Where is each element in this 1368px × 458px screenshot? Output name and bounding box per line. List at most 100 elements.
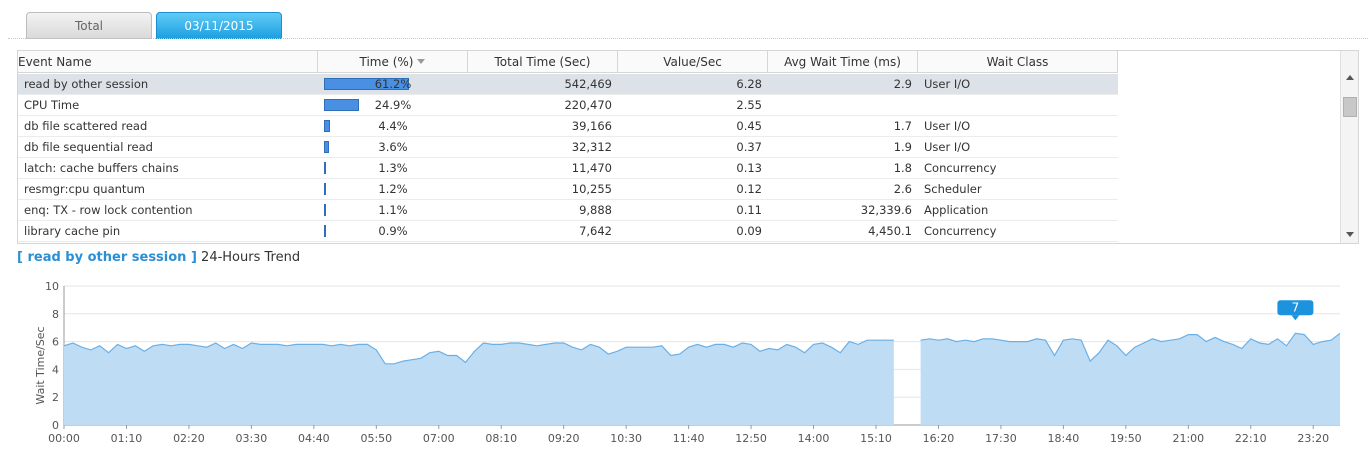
cell-wait-class: User I/O	[924, 140, 971, 154]
cell-total-time: 39,166	[571, 119, 612, 133]
sort-desc-icon	[417, 59, 426, 64]
cell-total-time: 10,255	[571, 182, 612, 196]
cell-avg-wait: 1.7	[893, 119, 912, 133]
header-avg-wait[interactable]: Avg Wait Time (ms)	[768, 51, 918, 73]
cell-avg-wait: 32,339.6	[860, 203, 912, 217]
cell-event-name: CPU Time	[24, 98, 80, 112]
scroll-up-icon[interactable]	[1346, 75, 1354, 80]
tab-total[interactable]: Total	[26, 12, 152, 39]
cell-time-pct: 3.6%	[318, 137, 468, 157]
pct-bar	[324, 183, 326, 195]
trend-title: [ read by other session ] 24-Hours Trend	[17, 250, 300, 265]
cell-value-sec: 0.37	[736, 140, 762, 154]
x-tick-label: 14:00	[798, 432, 830, 445]
cell-total-time: 11,470	[571, 161, 612, 175]
table-row[interactable]: library cache pin 0.9% 7,642 0.09 4,450.1 Con…	[18, 221, 1118, 242]
cell-value-sec: 0.13	[736, 161, 762, 175]
pct-bar	[324, 204, 326, 216]
pct-bar	[324, 78, 409, 90]
cell-wait-class: User I/O	[924, 77, 971, 91]
cell-event-name: db file sequential read	[24, 140, 153, 154]
pct-bar	[324, 120, 331, 132]
x-tick-label: 23:20	[1297, 432, 1329, 445]
x-tick-label: 21:00	[1172, 432, 1204, 445]
area-series-line	[63, 339, 894, 365]
x-tick-label: 03:30	[236, 432, 268, 445]
cell-total-time: 9,888	[579, 203, 612, 217]
pct-bar	[324, 225, 326, 237]
selected-event-link[interactable]: [ read by other session ]	[17, 250, 197, 265]
cell-wait-class: Scheduler	[924, 182, 982, 196]
table-row[interactable]: db file scattered read 4.4% 39,166 0.45 1.7 U…	[18, 116, 1118, 137]
header-label: Value/Sec	[663, 55, 722, 69]
x-tick-label: 16:20	[923, 432, 955, 445]
cell-wait-class: User I/O	[924, 119, 971, 133]
x-tick-label: 07:00	[423, 432, 455, 445]
x-tick-label: 04:40	[298, 432, 330, 445]
cell-time-pct: 1.1%	[318, 200, 468, 220]
x-tick-label: 11:40	[673, 432, 705, 445]
pct-label: 0.9%	[378, 224, 408, 238]
pct-bar	[324, 99, 359, 111]
y-tick-label: 6	[52, 336, 59, 349]
cell-total-time: 32,312	[571, 140, 612, 154]
cell-event-name: library cache pin	[24, 224, 121, 238]
area-series-fill	[920, 333, 1340, 425]
cell-event-name: db file scattered read	[24, 119, 148, 133]
tooltip-box	[1277, 300, 1314, 316]
cell-total-time: 220,470	[564, 98, 612, 112]
cell-total-time: 542,469	[564, 77, 612, 91]
x-tick-label: 05:50	[360, 432, 392, 445]
x-tick-label: 18:40	[1048, 432, 1080, 445]
x-tick-label: 19:50	[1110, 432, 1142, 445]
table-row[interactable]: resmgr:cpu quantum 1.2% 10,255 0.12 2.6 Sched…	[18, 179, 1118, 200]
header-event-name[interactable]: Event Name	[18, 51, 318, 73]
header-label: Total Time (Sec)	[494, 55, 591, 69]
pct-label: 4.4%	[378, 119, 408, 133]
header-total-time[interactable]: Total Time (Sec)	[468, 51, 618, 73]
table-row[interactable]: latch: cache buffers chains 1.3% 11,470 0.1…	[18, 158, 1118, 179]
x-tick-label: 00:00	[48, 432, 80, 445]
table-row[interactable]: enq: TX - row lock contention 1.1% 9,888 0.…	[18, 200, 1118, 221]
cell-avg-wait	[768, 95, 918, 115]
pct-label: 1.1%	[378, 203, 408, 217]
cell-value-sec: 0.45	[736, 119, 762, 133]
pct-label: 3.6%	[378, 140, 408, 154]
cell-wait-class	[918, 95, 1118, 115]
cell-value-sec: 2.55	[736, 98, 762, 112]
tooltip-value: 7	[1292, 300, 1300, 314]
cell-time-pct: 1.2%	[318, 179, 468, 199]
x-tick-label: 10:30	[610, 432, 642, 445]
y-axis-label: Wait Time/Sec	[34, 326, 47, 404]
cell-time-pct: 4.4%	[318, 116, 468, 136]
table-row[interactable]: CPU Time 24.9% 220,470 2.55	[18, 95, 1118, 116]
header-time-pct[interactable]: Time (%)	[318, 51, 468, 73]
pct-bar	[324, 141, 329, 153]
header-label: Event Name	[18, 55, 92, 69]
cell-avg-wait: 1.8	[893, 161, 912, 175]
table-row[interactable]: read by other session 61.2% 542,469 6.28 2.9…	[18, 74, 1118, 95]
scroll-thumb[interactable]	[1343, 97, 1357, 117]
pct-bar	[324, 162, 326, 174]
grid-body: read by other session 61.2% 542,469 6.28 2.9…	[18, 74, 1118, 242]
header-label: Time (%)	[359, 55, 414, 69]
tooltip-pointer	[1291, 315, 1300, 321]
vertical-scrollbar[interactable]	[1340, 51, 1358, 243]
area-series-line	[920, 332, 1341, 363]
grid-header: Event Name Time (%) Total Time (Sec) Val…	[18, 51, 1118, 73]
x-tick-label: 12:50	[735, 432, 767, 445]
table-row[interactable]: db file sequential read 3.6% 32,312 0.37 1.9…	[18, 137, 1118, 158]
header-value-sec[interactable]: Value/Sec	[618, 51, 768, 73]
tab-date[interactable]: 03/11/2015	[156, 12, 282, 39]
header-wait-class[interactable]: Wait Class	[918, 51, 1118, 73]
x-tick-label: 15:10	[860, 432, 892, 445]
cell-value-sec: 0.12	[736, 182, 762, 196]
scroll-down-icon[interactable]	[1346, 232, 1354, 237]
y-tick-label: 4	[52, 363, 59, 376]
pct-label: 1.3%	[378, 161, 408, 175]
cell-avg-wait: 4,450.1	[868, 224, 912, 238]
pct-label: 24.9%	[374, 98, 412, 112]
cell-avg-wait: 2.6	[893, 182, 912, 196]
cell-event-name: latch: cache buffers chains	[24, 161, 179, 175]
x-tick-label: 17:30	[985, 432, 1017, 445]
